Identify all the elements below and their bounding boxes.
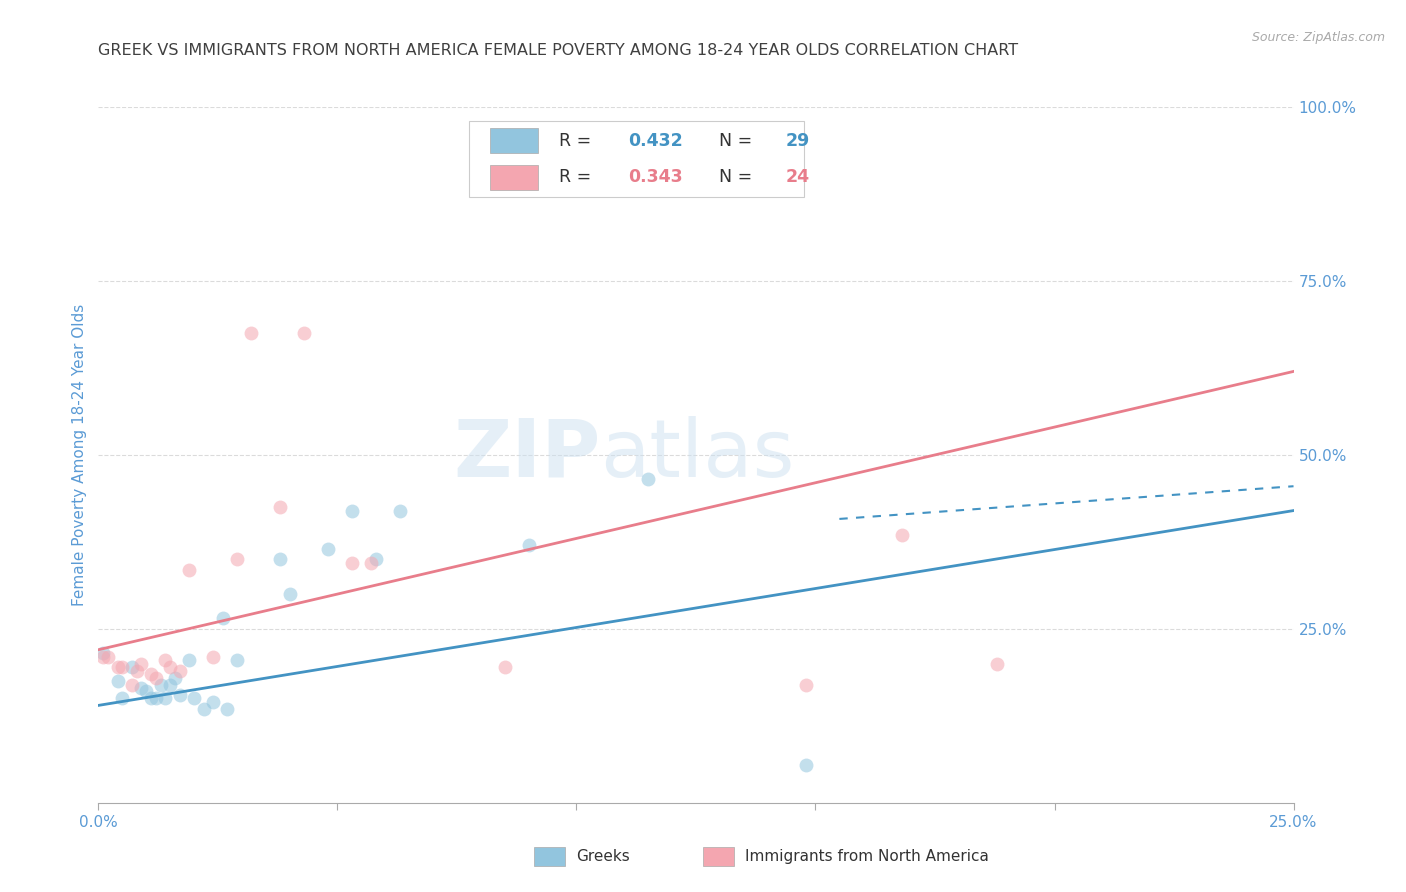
Point	[278, 587, 301, 601]
Point	[183, 691, 205, 706]
FancyBboxPatch shape	[470, 121, 804, 197]
Point	[494, 660, 516, 674]
Point	[169, 688, 191, 702]
Point	[211, 611, 233, 625]
Point	[163, 671, 186, 685]
Point	[139, 667, 162, 681]
Point	[360, 556, 382, 570]
Point	[340, 503, 363, 517]
Text: 24: 24	[786, 169, 810, 186]
Text: Source: ZipAtlas.com: Source: ZipAtlas.com	[1251, 31, 1385, 45]
FancyBboxPatch shape	[491, 165, 538, 189]
Text: 29: 29	[786, 131, 810, 150]
Point	[131, 681, 153, 695]
Point	[125, 664, 148, 678]
Text: Immigrants from North America: Immigrants from North America	[745, 849, 988, 863]
Point	[269, 552, 291, 566]
Text: N =: N =	[709, 131, 758, 150]
Point	[159, 677, 181, 691]
Point	[517, 538, 540, 552]
Point	[226, 653, 249, 667]
Point	[121, 677, 143, 691]
Point	[149, 677, 172, 691]
Point	[131, 657, 153, 671]
Text: Greeks: Greeks	[576, 849, 630, 863]
Point	[986, 657, 1008, 671]
Point	[169, 664, 191, 678]
Text: ZIP: ZIP	[453, 416, 600, 494]
Point	[794, 757, 817, 772]
FancyBboxPatch shape	[491, 128, 538, 153]
Point	[91, 646, 114, 660]
Text: GREEK VS IMMIGRANTS FROM NORTH AMERICA FEMALE POVERTY AMONG 18-24 YEAR OLDS CORR: GREEK VS IMMIGRANTS FROM NORTH AMERICA F…	[98, 43, 1018, 58]
Point	[202, 695, 225, 709]
Text: atlas: atlas	[600, 416, 794, 494]
Text: N =: N =	[709, 169, 758, 186]
Point	[179, 563, 201, 577]
Point	[111, 691, 134, 706]
Point	[340, 556, 363, 570]
Text: R =: R =	[558, 131, 596, 150]
Text: 0.432: 0.432	[628, 131, 682, 150]
Point	[145, 671, 167, 685]
Point	[97, 649, 120, 664]
Point	[269, 500, 291, 514]
Text: R =: R =	[558, 169, 596, 186]
Point	[111, 660, 134, 674]
Point	[193, 702, 215, 716]
Point	[794, 677, 817, 691]
Point	[107, 660, 129, 674]
Point	[637, 472, 659, 486]
Point	[202, 649, 225, 664]
Point	[91, 649, 114, 664]
Point	[179, 653, 201, 667]
Point	[135, 684, 157, 698]
Point	[139, 691, 162, 706]
Point	[240, 326, 263, 340]
Point	[890, 528, 912, 542]
Point	[159, 660, 181, 674]
Point	[155, 653, 177, 667]
Point	[217, 702, 239, 716]
Point	[145, 691, 167, 706]
Point	[155, 691, 177, 706]
Point	[121, 660, 143, 674]
Point	[226, 552, 249, 566]
Y-axis label: Female Poverty Among 18-24 Year Olds: Female Poverty Among 18-24 Year Olds	[72, 304, 87, 606]
Point	[107, 674, 129, 689]
Point	[388, 503, 411, 517]
Text: 0.343: 0.343	[628, 169, 682, 186]
Point	[292, 326, 315, 340]
Point	[364, 552, 387, 566]
Point	[316, 541, 339, 556]
